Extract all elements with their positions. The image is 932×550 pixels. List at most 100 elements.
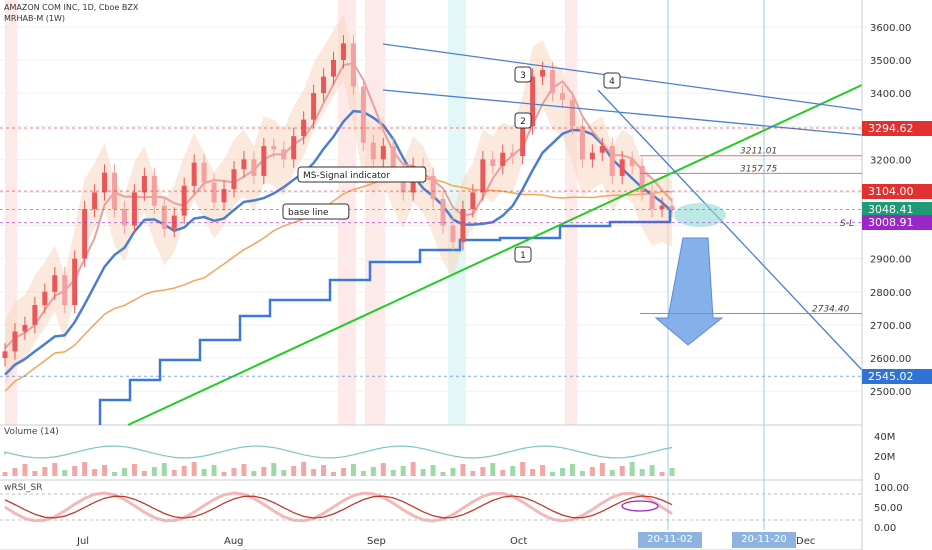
volume-bar [251,471,257,476]
volume-bar [609,470,615,476]
candle-body [589,152,595,160]
candle-body [141,175,147,193]
candle-body [311,93,317,120]
price-tick-label: 2700.00 [870,321,911,332]
rsi-tick-label: 50.00 [874,503,903,514]
volume-bar [141,471,147,476]
volume-bar [360,471,366,476]
volume-bar [520,462,526,476]
volume-bar [669,468,675,476]
price-label: 3294.62 [862,120,932,136]
green-trend-line [127,84,863,426]
rsi-slow-line [4,495,673,519]
volume-bar [569,464,575,476]
candle-body [390,146,396,173]
price-tick-label: 3200.00 [870,155,911,166]
date-tick-label: Aug [224,536,244,547]
volume-bar [589,467,595,476]
date-tick-label: Sep [367,536,386,547]
candle-body [102,172,108,193]
cloud-band [5,13,672,388]
volume-bar [599,463,605,476]
volume-bar [400,466,406,476]
volume-bar [52,463,58,476]
cloud-envelope [5,13,672,388]
volume-bar [430,465,436,476]
volume-bar [639,469,645,476]
study-title: MRHAB-M (1W) [4,14,66,23]
rsi-ellipse [621,500,659,512]
price-label: 3008.91 [862,215,932,231]
date-tick-label: Dec [796,536,815,547]
candle-body [261,146,267,176]
volume-bar [390,470,396,476]
date-tick-label: Jul [76,536,89,547]
volume-bar [311,469,317,476]
annotation-label: 3 [520,71,526,81]
volume-bar [42,467,48,476]
level-note-label: 3211.01 [740,147,777,157]
candle-body [609,146,615,176]
volume-bar [340,468,346,476]
candle-body [221,189,227,203]
candle-body [281,149,287,160]
candle-body [42,291,48,306]
volume-bar [221,472,227,476]
highlight-band [365,0,385,425]
candle-body [241,159,247,170]
volume-bar [121,468,127,476]
candle-body [559,93,565,100]
volume-tick-label: 0 [874,472,880,483]
volume-bar [450,468,456,476]
candle-body [121,209,127,226]
volume-bar [350,464,356,476]
candle-body [510,152,516,157]
volume-bar [649,465,655,476]
volume-bar [440,472,446,476]
volume-bar [22,464,28,476]
candle-body [440,199,446,226]
volume-bar [181,466,187,476]
volume-bar [72,466,78,476]
candle-body [360,86,366,143]
volume-bar [420,469,426,476]
candle-body [619,159,625,176]
level-note-label: 2734.40 [812,304,849,314]
candle-body [131,192,137,226]
candle-body [62,275,68,306]
annotation-label: 2 [520,117,526,127]
candle-body [321,76,327,94]
annotation-box [514,112,532,129]
annotation-box [297,166,427,183]
volume-bar [380,463,386,476]
volume-bar [480,467,486,476]
candle-body [301,119,307,137]
volume-bar [261,467,267,476]
trend-lines [127,43,863,426]
volume-bar [559,468,565,476]
price-label: 3048.41 [862,202,932,218]
volume-bar [331,472,337,476]
price-label: 2545.02 [862,368,932,384]
volume-title: Volume (14) [4,427,59,437]
annotation-label: S-L [840,219,854,229]
annotation-box [514,246,532,263]
candle-body [201,162,207,183]
candle-body [659,205,665,209]
falling-line [597,89,863,371]
candle-body [629,159,635,166]
volume-bar [82,462,88,476]
candle-body [500,152,506,166]
volume-bar [231,468,237,476]
candle-body [161,205,167,229]
candle-body [340,43,346,60]
volume-bar [530,469,536,476]
volume-bar [2,472,8,476]
symbol-title: AMAZON COM INC, 1D, Cboe BZX [4,3,139,12]
date-tick-label: Oct [510,536,527,547]
candle-body [470,192,476,209]
volume-bar [301,462,307,476]
annotation-box [282,203,350,220]
candle-body [291,136,297,160]
